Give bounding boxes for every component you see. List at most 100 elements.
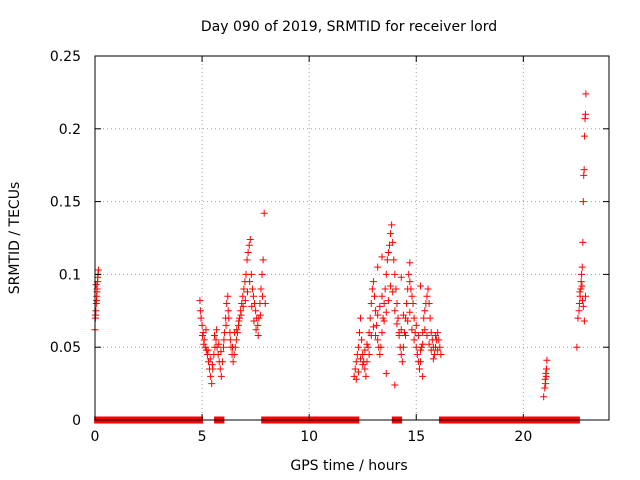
data-point [206,355,214,363]
data-point [542,365,550,373]
data-point [412,321,420,329]
data-point [246,278,254,286]
data-point [406,308,414,316]
data-point [369,278,377,286]
data-point [235,317,243,325]
data-point [212,336,220,344]
data-point [245,241,253,249]
data-point [543,356,551,364]
data-point [372,332,380,340]
data-point [542,380,550,388]
data-point [575,307,583,315]
data-point [377,343,385,351]
data-point [434,346,442,354]
data-point [363,340,371,348]
data-point [256,311,264,319]
data-point [229,358,237,366]
data-point [254,332,262,340]
data-point [255,314,263,322]
x-tick-label: 20 [514,429,532,445]
data-point [200,340,208,348]
data-point [388,221,396,229]
data-point [408,326,416,334]
data-point [355,329,363,337]
data-point [582,90,590,98]
data-point [429,355,437,363]
data-point [260,209,268,217]
data-point [224,292,232,300]
data-point [406,278,414,286]
data-point [437,350,445,358]
data-point [369,323,377,331]
data-point [421,326,429,334]
data-point [408,292,416,300]
data-point [414,332,422,340]
data-point [404,317,412,325]
data-point [197,314,205,322]
data-point [368,285,376,293]
y-axis-label: SRMTID / TECUs [7,182,23,295]
data-point [220,336,228,344]
data-point [359,350,367,358]
plot-frame [94,55,610,421]
data-point [196,297,204,305]
y-tick-label: 0.1 [59,267,81,283]
x-tick-label: 5 [198,429,207,445]
data-point [407,285,415,293]
data-point [577,285,585,293]
data-point [208,361,216,369]
data-point [578,282,586,290]
data-point [237,311,245,319]
data-point [250,317,258,325]
data-point [257,285,265,293]
data-point [415,365,423,373]
data-point [384,249,392,257]
data-point [398,358,406,366]
data-point [248,285,256,293]
data-point [393,300,401,308]
data-point [389,238,397,246]
data-point [578,270,586,278]
data-point [198,321,206,329]
data-point [419,340,427,348]
data-point [409,300,417,308]
data-point [392,285,400,293]
data-point [576,288,584,296]
data-points-layer [91,90,590,401]
data-point [382,270,390,278]
data-point [579,302,587,310]
data-point [417,282,425,290]
data-point [397,350,405,358]
data-point [247,270,255,278]
data-point [196,307,204,315]
data-point [581,110,589,118]
data-point [575,300,583,308]
data-point [397,273,405,281]
data-point [432,332,440,340]
data-point [208,380,216,388]
data-point [202,326,210,334]
data-point [220,343,227,351]
data-point [402,332,410,340]
data-point [233,326,241,334]
data-point [363,358,371,366]
data-point [216,365,224,373]
data-point [417,358,425,366]
chart-title: Day 090 of 2019, SRMTID for receiver lor… [201,19,497,35]
data-point [421,307,429,315]
data-point [204,346,212,354]
data-point [579,238,587,246]
data-point [351,365,359,373]
data-point [577,278,585,286]
data-point [391,307,399,315]
data-point [359,361,367,369]
data-point [405,270,413,278]
data-point [540,393,548,401]
data-point [426,314,434,322]
data-point [580,317,588,325]
data-point [92,297,100,305]
data-point [92,281,100,289]
data-point [406,259,414,267]
data-point [430,350,438,358]
data-point [399,311,407,319]
